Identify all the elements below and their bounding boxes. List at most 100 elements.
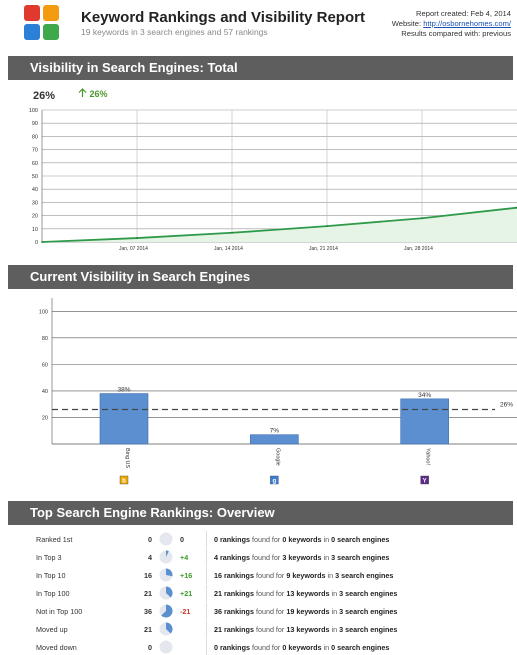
y-tick-label: 90 [32,121,38,127]
report-subtitle: 19 keywords in 3 search engines and 57 r… [81,27,268,37]
total-visibility-delta-text: 26% [89,89,108,99]
y-tick-label: 50 [32,174,38,180]
svg-text:Y: Y [423,479,427,485]
pie-icon [158,531,174,549]
bar [250,434,299,445]
section-title-current: Current Visibility in Search Engines [8,265,513,289]
overview-row: In Top 100 21 +21 21 rankings found for 13 … [36,585,496,602]
overview-row: Not in Top 100 36 -21 36 rankings found for… [36,603,496,620]
y-tick-label: 80 [42,336,48,342]
y-tick-label: 60 [32,161,38,167]
visibility-bar-chart: 20 40 60 80 100 38% Bing US b 7% Google g 34% Yahoo!… [39,298,517,485]
overview-description: 16 rankings found for 9 keywords in 3 se… [214,571,394,580]
y-tick-label: 80 [32,134,38,140]
x-tick-label: Jan, 14 2014 [214,246,243,252]
pie-icon [158,621,174,639]
pie-icon [158,549,174,567]
overview-description: 0 rankings found for 0 keywords in 0 sea… [214,535,390,544]
overview-label: In Top 3 [36,553,62,562]
visibility-area-chart: 0 10 20 30 40 50 60 70 80 90 100 Jan, 07 2014 Jan, 1… [29,108,517,252]
overview-row: Moved up 21 21 rankings found for 13 keywo… [36,621,496,638]
overview-label: Moved up [36,625,68,634]
bing-icon: b [119,475,129,485]
svg-text:b: b [122,479,126,485]
x-tick-label: Jan, 21 2014 [309,246,338,252]
overview-label: Ranked 1st [36,535,73,544]
data-point [136,237,138,239]
report-meta: Report created: Feb 4, 2014 Website: htt… [392,9,511,39]
x-tick-label: Jan, 28 2014 [404,246,433,252]
divider [206,639,207,655]
svg-text:g: g [272,479,276,485]
total-visibility-delta: 26% [78,88,108,99]
section-title-overview: Top Search Engine Rankings: Overview [8,501,513,525]
overview-label: In Top 100 [36,589,70,598]
overview-description: 36 rankings found for 19 keywords in 3 s… [214,607,398,616]
overview-row: In Top 10 16 +16 16 rankings found for 9 ke… [36,567,496,584]
overview-count: 4 [148,553,152,562]
overview-label: Moved down [36,643,77,652]
overview-delta: 0 [180,535,184,544]
series-line [41,206,517,243]
overview-description: 21 rankings found for 13 keywords in 3 s… [214,625,398,634]
y-tick-label: 0 [35,240,38,246]
data-label: 34% [418,392,431,399]
bar [99,393,149,445]
section-title-total: Visibility in Search Engines: Total [8,56,513,80]
category-label: Bing US [124,448,130,469]
overview-row: In Top 3 4 +4 4 rankings found for 3 keywor… [36,549,496,566]
overview-count: 21 [144,625,152,634]
overview-delta: +16 [180,571,193,580]
y-tick-label: 70 [32,148,38,154]
divider [206,585,207,602]
pie-icon [158,603,174,621]
report-title: Keyword Rankings and Visibility Report [81,9,365,26]
report-header: Keyword Rankings and Visibility Report 1… [0,0,517,50]
overview-row: Ranked 1st 0 0 0 rankings found for 0 keywo… [36,531,496,548]
series-area [42,207,517,242]
divider [206,621,207,638]
y-tick-label: 20 [32,214,38,220]
x-tick-label: Jan, 07 2014 [119,246,148,252]
data-point [231,231,233,234]
overview-count: 21 [144,589,152,598]
y-tick-label: 40 [42,389,48,395]
data-point [421,217,423,220]
y-tick-label: 100 [39,309,48,315]
data-label: 7% [270,428,280,435]
data-point [41,241,43,243]
overview-row: Moved down 0 0 rankings found for 0 keywor… [36,639,496,655]
app-logo-icon [24,5,60,41]
overview-label: Not in Top 100 [36,607,83,616]
data-point [326,225,328,227]
yahoo-icon: Y [420,475,429,485]
overview-count: 0 [148,643,152,652]
overview-description: 0 rankings found for 0 keywords in 0 sea… [214,643,390,652]
overview-delta: -21 [180,607,191,616]
overview-count: 0 [148,535,152,544]
overview-label: In Top 10 [36,571,66,580]
y-tick-label: 60 [42,362,48,368]
divider [206,531,207,548]
website-label: Website: [391,19,424,28]
overview-delta: +4 [180,553,189,562]
overview-delta: +21 [180,589,193,598]
divider [206,549,207,566]
pie-icon [158,567,174,585]
divider [206,567,207,584]
website-link[interactable]: http://osbornehomes.com/ [423,19,511,28]
data-label: 38% [117,387,130,394]
y-tick-label: 30 [32,200,38,206]
y-tick-label: 100 [29,108,38,114]
report-created: Report created: Feb 4, 2014 [416,9,511,18]
category-label: Yahoo! [425,448,431,465]
overview-description: 21 rankings found for 13 keywords in 3 s… [214,589,398,598]
overview-description: 4 rankings found for 3 keywords in 3 sea… [214,553,390,562]
bar [400,398,449,445]
y-tick-label: 40 [32,187,38,193]
y-tick-label: 20 [42,415,48,421]
pie-icon [158,639,174,655]
pie-icon [158,585,174,603]
overview-count: 16 [144,571,152,580]
category-label: Google [274,448,280,466]
